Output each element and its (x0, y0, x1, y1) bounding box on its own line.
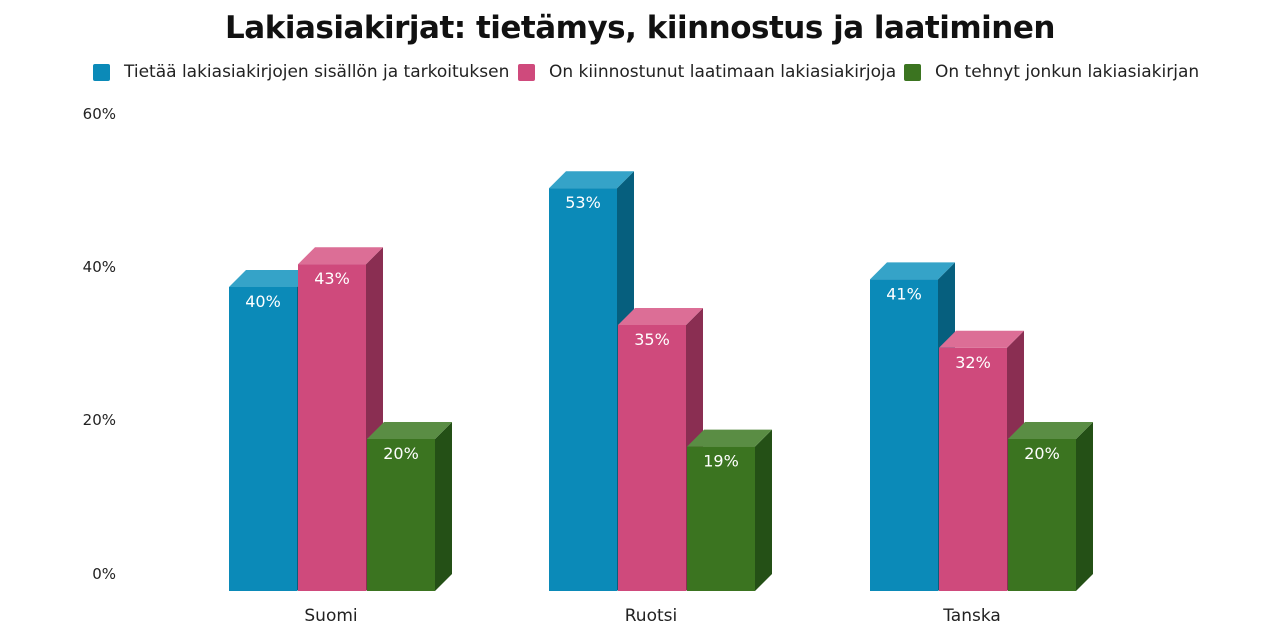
x-label-suomi: Suomi (304, 606, 358, 626)
legend-label: On tehnyt jonkun lakiasiakirjan (935, 62, 1200, 82)
chart-title: Lakiasiakirjat: tietämys, kiinnostus ja … (225, 10, 1055, 46)
data-label: 32% (955, 353, 991, 372)
x-label-tanska: Tanska (943, 606, 1001, 626)
data-label: 19% (703, 452, 739, 471)
data-label: 20% (1024, 444, 1060, 463)
data-label: 41% (886, 284, 922, 303)
legend-swatch-green-icon (904, 63, 921, 81)
legend-label: Tietää lakiasiakirjojen sisällön ja tark… (124, 62, 510, 82)
x-label-ruotsi: Ruotsi (624, 606, 678, 626)
legend-item-interested[interactable]: On kiinnostunut laatimaan lakiasiakirjoj… (518, 62, 896, 82)
data-label: 20% (383, 444, 419, 463)
y-tick-60: 60% (82, 105, 116, 123)
legend-swatch-pink-icon (518, 63, 535, 81)
y-tick-0: 0% (92, 565, 116, 583)
bar-suomi-series-3[interactable]: 20% (367, 422, 452, 591)
y-tick-40: 40% (82, 258, 116, 276)
legend: Tietää lakiasiakirjojen sisällön ja tark… (0, 62, 1280, 88)
bar-ruotsi-series-3[interactable]: 19% (687, 429, 772, 591)
data-label: 40% (245, 292, 281, 311)
data-label: 35% (634, 330, 670, 349)
legend-item-has-made[interactable]: On tehnyt jonkun lakiasiakirjan (904, 62, 1199, 82)
legend-swatch-blue-icon (93, 63, 110, 81)
legend-label: On kiinnostunut laatimaan lakiasiakirjoj… (549, 62, 897, 82)
y-tick-20: 20% (82, 411, 116, 429)
bar-tanska-series-3[interactable]: 20% (1008, 422, 1093, 591)
legend-item-knows[interactable]: Tietää lakiasiakirjojen sisällön ja tark… (93, 62, 509, 82)
data-label: 53% (565, 193, 601, 212)
data-label: 43% (314, 269, 350, 288)
